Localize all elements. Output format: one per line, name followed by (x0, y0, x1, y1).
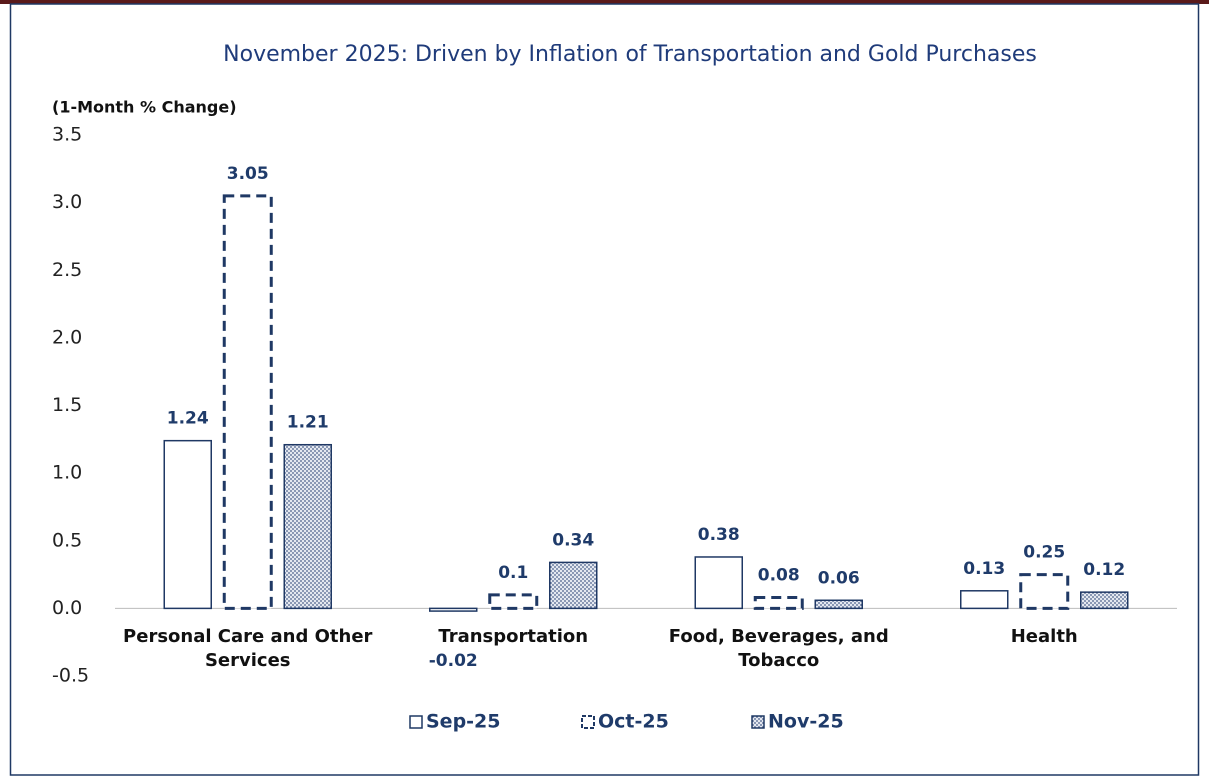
y-tick-label: 0.5 (52, 529, 82, 551)
y-tick-label: 3.0 (52, 191, 82, 213)
frame (9, 3, 1200, 776)
y-tick-label: 2.0 (52, 326, 82, 348)
y-tick-label: 2.5 (52, 259, 82, 281)
top-strip (0, 0, 1209, 4)
x-tick-label: Health (1010, 626, 1078, 648)
data-label: 0.1 (498, 563, 528, 583)
chart-title: November 2025: Driven by Inflation of Tr… (223, 42, 1037, 67)
bar (960, 590, 1009, 610)
legend-label: Nov-25 (768, 711, 844, 733)
y-tick-label: 1.0 (52, 462, 82, 484)
x-tick-label: Transportation (438, 626, 589, 648)
bar (694, 556, 743, 610)
data-label: 3.05 (227, 164, 269, 184)
legend-label: Oct-25 (598, 711, 669, 733)
bar (1080, 591, 1129, 610)
legend-label: Sep-25 (426, 711, 501, 733)
data-label: 0.38 (698, 525, 740, 545)
bar (549, 561, 598, 610)
x-tick-label: Personal Care and Other Services (123, 626, 373, 672)
y-axis-label: (1-Month % Change) (52, 98, 237, 117)
y-tick-label: 3.5 (52, 124, 82, 146)
data-label: 0.25 (1023, 543, 1065, 563)
bar (429, 607, 478, 612)
bar (222, 194, 273, 610)
y-tick-label: 0.0 (52, 597, 82, 619)
data-label: 0.08 (758, 566, 800, 586)
data-label: 0.12 (1083, 560, 1125, 580)
bar (283, 443, 332, 610)
bar (163, 439, 212, 610)
legend-swatch (581, 715, 595, 729)
bar (814, 599, 863, 610)
bar (488, 593, 539, 610)
y-tick-label: 1.5 (52, 394, 82, 416)
legend-swatch (751, 715, 765, 729)
data-label: 1.21 (287, 413, 329, 433)
legend-swatch (409, 715, 423, 729)
bar (1019, 573, 1070, 610)
data-label: 0.06 (818, 568, 860, 588)
bar (753, 596, 804, 610)
x-tick-label: Food, Beverages, and Tobacco (668, 626, 889, 672)
y-tick-label: -0.5 (52, 665, 89, 687)
data-label: 0.13 (963, 559, 1005, 579)
data-label: 0.34 (552, 530, 594, 550)
data-label: 1.24 (167, 409, 209, 429)
data-label: -0.02 (429, 651, 478, 671)
